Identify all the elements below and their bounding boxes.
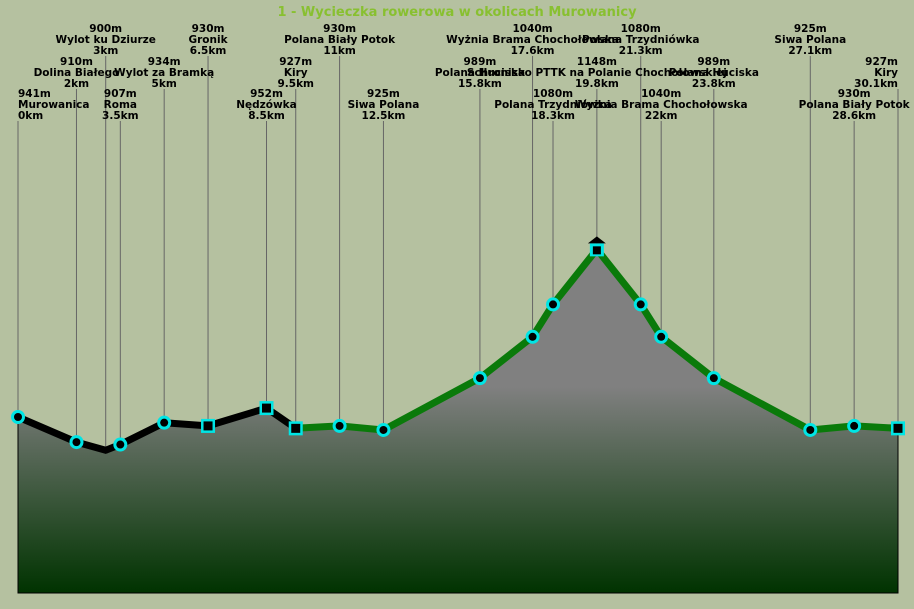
waypoint-elevation: 989m	[463, 56, 496, 68]
waypoint-distance: 3.5km	[102, 110, 139, 122]
waypoint-elevation: 934m	[148, 56, 181, 68]
waypoint-marker-square-center	[262, 403, 272, 413]
waypoint-marker-center	[850, 421, 859, 430]
waypoint-name: Gronik	[188, 34, 228, 46]
waypoint-elevation: 930m	[838, 88, 871, 100]
waypoint-elevation: 941m	[18, 88, 51, 100]
waypoint-elevation: 989m	[697, 56, 730, 68]
hut-roof-icon	[587, 236, 606, 244]
waypoint-elevation: 1040m	[641, 88, 681, 100]
waypoint-distance: 2km	[64, 78, 89, 90]
waypoint-elevation: 930m	[323, 23, 356, 35]
waypoint-name: Kiry	[874, 67, 898, 79]
waypoint-distance: 18.3km	[531, 110, 575, 122]
waypoint-name: Polana Huciska	[669, 67, 759, 79]
waypoint-distance: 22km	[645, 110, 678, 122]
waypoint-name: Wyżnia Brama Chochołowska	[575, 99, 748, 111]
waypoint-marker-center	[709, 374, 718, 383]
waypoint-marker-center	[160, 418, 169, 427]
waypoint-marker-center	[14, 413, 22, 421]
waypoint-distance: 21.3km	[619, 45, 663, 57]
waypoint-elevation: 927m	[279, 56, 312, 68]
waypoint-name: Polana Huciska	[435, 67, 525, 79]
waypoint-distance: 17.6km	[511, 45, 555, 57]
waypoint-name: Nędzówka	[236, 99, 297, 111]
waypoint-marker-square-center	[203, 421, 213, 431]
waypoint-distance: 6.5km	[190, 45, 227, 57]
waypoint-distance: 15.8km	[458, 78, 502, 90]
waypoint-elevation: 910m	[60, 56, 93, 68]
waypoint-elevation: 930m	[192, 23, 225, 35]
waypoint-elevation: 925m	[367, 88, 400, 100]
waypoint-distance: 9.5km	[277, 78, 314, 90]
waypoint-elevation: 907m	[104, 88, 137, 100]
waypoint-name: Siwa Polana	[774, 34, 846, 46]
waypoint-name: Dolina Białego	[34, 67, 120, 79]
waypoint-marker-center	[806, 425, 815, 434]
waypoint-marker-center	[657, 332, 666, 341]
waypoint-name: Schronisko PTTK na Polanie Chochołowskie…	[467, 67, 727, 79]
waypoint-name: Wyżnia Brama Chochołowska	[446, 34, 619, 46]
waypoint-name: Polana Biały Potok	[799, 99, 911, 111]
waypoint-marker-center	[335, 421, 344, 430]
waypoint-name: Roma	[104, 99, 137, 111]
waypoint-distance: 27.1km	[788, 45, 832, 57]
waypoint-distance: 11km	[323, 45, 356, 57]
waypoint-markers	[11, 236, 905, 454]
waypoint-name: Murowanica	[18, 99, 90, 111]
hut-marker-center	[592, 246, 601, 255]
waypoint-marker-center	[72, 438, 81, 447]
waypoint-distance: 0km	[18, 110, 43, 122]
waypoint-name: Polana Biały Potok	[284, 34, 396, 46]
waypoint-distance: 30.1km	[854, 78, 898, 90]
waypoint-elevation: 1040m	[512, 23, 552, 35]
waypoint-distance: 28.6km	[832, 110, 876, 122]
waypoint-marker-center	[379, 425, 388, 434]
waypoint-distance: 23.8km	[692, 78, 736, 90]
leader-lines	[17, 56, 899, 451]
waypoint-elevation: 1080m	[533, 88, 573, 100]
elevation-area	[17, 248, 899, 594]
waypoint-elevation: 927m	[865, 56, 898, 68]
waypoint-marker-center	[475, 374, 484, 383]
waypoint-distance: 5km	[152, 78, 177, 90]
waypoint-distance: 8.5km	[248, 110, 285, 122]
waypoint-marker-center	[636, 300, 645, 309]
chart-title: 1 - Wycieczka rowerowa w okolicach Murow…	[277, 5, 637, 20]
waypoint-elevation: 1080m	[621, 23, 661, 35]
waypoint-distance: 3km	[93, 45, 118, 57]
waypoint-name: Polana Trzydniówka	[494, 99, 612, 111]
waypoint-name: Wylot ku Dziurze	[56, 34, 156, 46]
waypoint-distance: 12.5km	[362, 110, 406, 122]
waypoint-name: Siwa Polana	[348, 99, 420, 111]
waypoint-elevation: 900m	[89, 23, 122, 35]
waypoint-name: Polana Trzydniówka	[582, 34, 700, 46]
waypoint-marker-square-center	[291, 423, 301, 433]
waypoint-elevation: 1148m	[577, 56, 617, 68]
waypoint-marker-center	[549, 300, 558, 309]
waypoint-marker-center	[116, 440, 125, 449]
waypoint-name: Kiry	[284, 67, 308, 79]
waypoint-name: Wylot za Bramką	[114, 67, 214, 79]
waypoint-elevation: 925m	[794, 23, 827, 35]
waypoint-elevation: 952m	[250, 88, 283, 100]
waypoint-marker-small	[102, 446, 110, 454]
waypoint-distance: 19.8km	[575, 78, 619, 90]
waypoint-marker-center	[528, 332, 537, 341]
waypoint-marker-square-center	[893, 423, 903, 433]
